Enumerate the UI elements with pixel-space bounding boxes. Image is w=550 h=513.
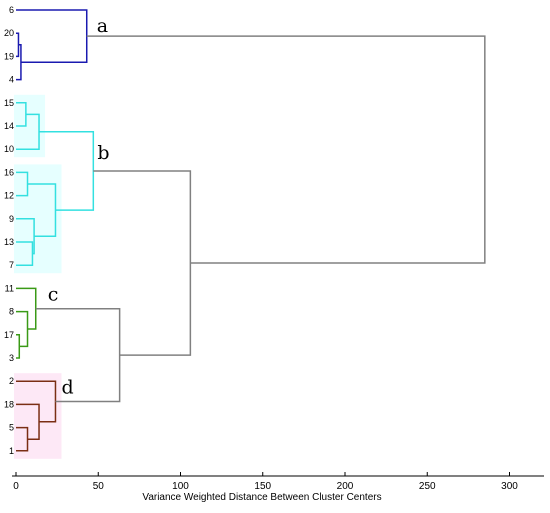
leaf-label-7: 7 [9,260,14,270]
cluster-label-c: c [48,284,59,306]
leaf-label-9: 9 [9,214,14,224]
leaf-label-17: 17 [4,330,14,340]
x-tick-label-0: 0 [13,481,19,492]
x-tick-label-150: 150 [254,481,271,492]
leaf-label-10: 10 [4,144,14,154]
link-n18 [93,170,192,356]
x-axis-title: Variance Weighted Distance Between Clust… [142,492,381,503]
highlight-layer [14,94,62,459]
leaf-label-8: 8 [9,307,14,317]
leaf-label-15: 15 [4,98,14,108]
leaf-label-13: 13 [4,237,14,247]
leaf-label-18: 18 [4,399,14,409]
leaf-label-20: 20 [4,28,14,38]
leaf-label-12: 12 [4,191,14,201]
highlight-band-d [14,373,62,459]
leaf-label-4: 4 [9,75,14,85]
leaf-label-6: 6 [9,5,14,15]
link-n1 [16,32,20,58]
leaf-label-1: 1 [9,446,14,456]
link-n3 [16,9,88,63]
x-tick-label-200: 200 [337,481,354,492]
leaf-label-14: 14 [4,121,14,131]
link-n11 [16,334,21,359]
leaf-label-2: 2 [9,376,14,386]
leaf-label-11: 11 [5,283,14,293]
link-n12 [16,310,29,348]
cluster-label-a: a [97,15,108,37]
link-n19 [86,35,486,264]
x-tick-label-300: 300 [501,481,518,492]
cluster-labels: a b c d [48,15,110,398]
leaf-label-5: 5 [9,423,14,433]
leaf-label-16: 16 [4,167,14,177]
leaf-labels: 6 20 19 4 15 14 10 16 12 9 13 7 11 8 17 3 2 18 5 1 [4,5,14,456]
leaf-label-3: 3 [9,353,14,363]
dendrogram-links [16,9,486,452]
x-tick-label-250: 250 [419,481,436,492]
cluster-label-b: b [97,142,109,164]
cluster-label-d: d [61,377,73,399]
link-n13 [16,287,37,330]
x-ticks: 0 50 100 150 200 250 300 [13,472,518,492]
x-tick-label-50: 50 [93,481,105,492]
x-tick-label-100: 100 [172,481,189,492]
leaf-label-19: 19 [4,51,14,61]
